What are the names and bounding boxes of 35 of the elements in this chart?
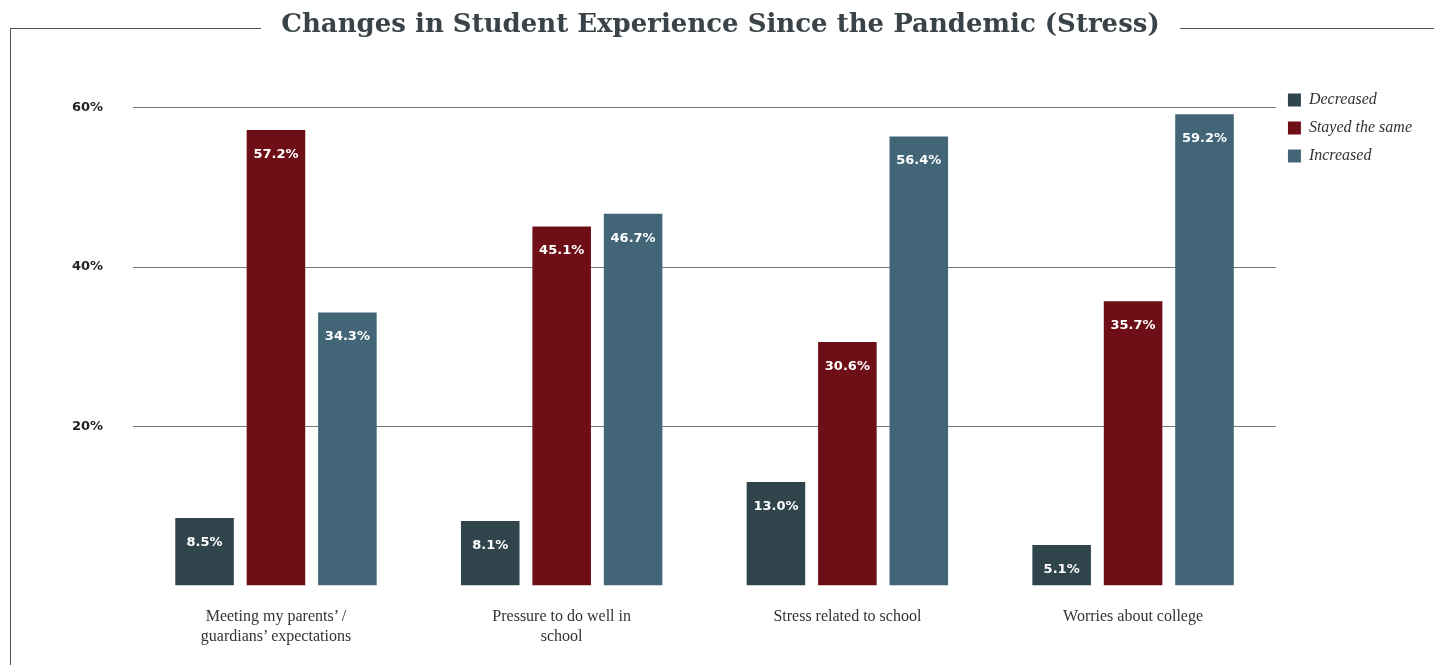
bar <box>889 136 949 586</box>
legend-label: Decreased <box>1307 90 1378 108</box>
x-tick-label: Stress related to school <box>773 607 922 625</box>
data-label: 8.5% <box>186 533 223 549</box>
legend-label: Increased <box>1307 146 1373 164</box>
data-label: 8.1% <box>472 536 509 552</box>
data-label: 30.6% <box>824 357 870 373</box>
bar <box>603 213 663 586</box>
bar <box>246 130 306 586</box>
data-label: 57.2% <box>253 145 299 161</box>
data-label: 13.0% <box>753 497 799 513</box>
bar <box>175 517 234 586</box>
y-tick-label: 20% <box>71 417 104 433</box>
x-tick-label: Pressure to do well in school <box>492 607 631 644</box>
bar <box>1032 544 1091 586</box>
data-label: 34.3% <box>324 328 370 344</box>
bar <box>818 341 877 586</box>
data-label: 45.1% <box>539 242 585 258</box>
y-tick-label: 60% <box>71 99 104 115</box>
data-label: 5.1% <box>1043 560 1080 576</box>
legend-label: Stayed the same <box>1308 118 1412 137</box>
bar <box>1175 114 1234 586</box>
data-label: 35.7% <box>1110 317 1156 333</box>
chart-title: Changes in Student Experience Since the Pandemic (Stress) <box>261 8 1180 38</box>
x-tick-label: Worries about college <box>1063 607 1204 626</box>
bar <box>318 312 377 586</box>
data-label: 56.4% <box>896 152 942 168</box>
bar <box>532 226 591 586</box>
bar <box>460 521 520 586</box>
bar <box>1103 301 1163 586</box>
y-tick-label: 40% <box>71 258 104 274</box>
bar <box>746 482 806 586</box>
x-tick-label: Meeting my parents’ / guardians’ expectations <box>200 607 352 645</box>
data-label: 46.7% <box>610 229 656 245</box>
data-label: 59.2% <box>1181 130 1228 146</box>
